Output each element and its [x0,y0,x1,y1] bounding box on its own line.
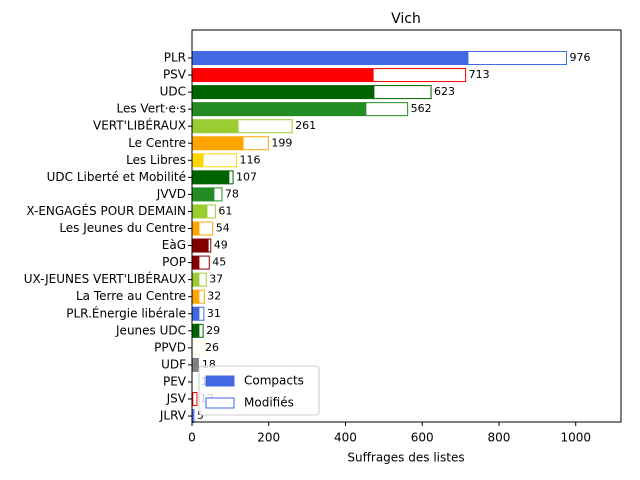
bar-compact [192,289,199,304]
y-tick-label: PSV [163,68,187,82]
bar-modified [198,272,207,287]
bar-compact [192,323,199,338]
legend-swatch [205,375,235,387]
bar-modified [198,255,210,270]
bar-compact [192,170,229,185]
x-tick-label: 600 [411,431,434,445]
bar-compact [192,187,214,202]
bar-compact [192,204,207,219]
y-tick-label: PLR [164,51,186,65]
bar-compact [192,153,204,168]
y-tick-label: PPVD [154,340,186,354]
total-label: 54 [216,222,230,235]
total-label: 623 [434,85,455,98]
bar-compact [192,221,199,236]
total-label: 199 [271,136,292,149]
bar-modified [206,204,216,219]
total-label: 32 [207,290,221,303]
legend-label: Compacts [244,374,304,388]
y-tick-label: Les Jeunes du Centre [59,221,186,235]
bar-modified [228,170,234,185]
bar-compact [192,238,209,253]
y-tick-label: EàG [162,238,186,252]
y-tick-label: VERT'LIBÉRAUX [93,118,186,133]
total-label: 45 [212,256,226,269]
x-tick-label: 800 [488,431,511,445]
total-label: 562 [411,102,432,115]
bar-compact [192,68,374,83]
y-tick-label: Les Vert·e·s [117,102,187,116]
bar-compact [192,136,244,151]
x-tick-label: 200 [257,431,280,445]
total-label: 61 [218,204,232,217]
y-tick-label: PEV [163,374,187,388]
total-label: 78 [225,187,239,200]
y-tick-label: X-ENGAGÉS POUR DEMAIN [26,203,186,218]
y-tick-label: UDC [160,85,186,99]
bar-modified [192,340,203,355]
x-tick-label: 400 [334,431,357,445]
bar-modified [207,238,212,253]
legend: Compacts Modifiés [198,365,320,416]
total-label: 31 [207,307,221,320]
total-label: 37 [209,273,223,286]
bar-modified [198,323,204,338]
bar-compact [192,119,239,134]
bar-compact [192,255,199,270]
bar-modified [242,136,269,151]
y-tick-label: JSV [166,392,187,406]
bar-modified [191,374,199,389]
bar-compact [192,272,199,287]
y-tick-label: UDF [161,357,186,371]
bar-modified [192,392,198,406]
total-label: 713 [469,68,490,81]
bar-modified [192,409,195,424]
bar-modified [202,153,238,168]
y-tick-label: Les Libres [126,153,186,167]
bar-modified [365,102,409,117]
total-label: 29 [206,324,220,337]
bar-compact [192,51,468,65]
y-tick-label: JLRV [159,409,187,423]
y-tick-label: UX-JEUNES VERT'LIBÉRAUX [24,271,186,286]
y-tick-label: PLR.Énergie libérale [66,305,186,320]
x-tick-label: 0 [188,431,196,445]
total-label: 261 [295,119,316,132]
chart-title: Vich [391,11,421,27]
legend-swatch [205,397,235,409]
legend-label: Modifiés [244,396,294,410]
bar-modified [237,119,293,134]
plot-frame [191,29,622,423]
bar-modified [467,51,568,65]
bar-compact [192,357,199,372]
y-tick-label: POP [162,255,186,269]
bar-compact [192,85,374,100]
bar-modified [198,306,205,321]
y-tick-label: Le Centre [128,136,186,150]
bar-modified [373,85,432,100]
total-label: 976 [570,51,591,64]
y-tick-label: La Terre au Centre [76,289,186,303]
total-label: 107 [236,170,257,183]
y-tick-label: Jeunes UDC [115,323,186,337]
bar-modified [198,289,205,304]
total-label: 116 [240,153,261,166]
x-axis-label: Suffrages des listes [347,451,464,465]
bar-modified [198,221,214,236]
bar-compact [192,102,366,117]
total-label: 5 [197,409,204,422]
y-tick-label: JVVD [156,187,186,201]
bar-compact [192,306,199,321]
bar-modified [372,68,467,83]
x-tick-label: 1000 [560,431,591,445]
bar-modified [213,187,223,202]
total-label: 49 [214,239,228,252]
total-label: 26 [205,341,219,354]
y-tick-label: UDC Liberté et Mobilité [47,170,186,184]
